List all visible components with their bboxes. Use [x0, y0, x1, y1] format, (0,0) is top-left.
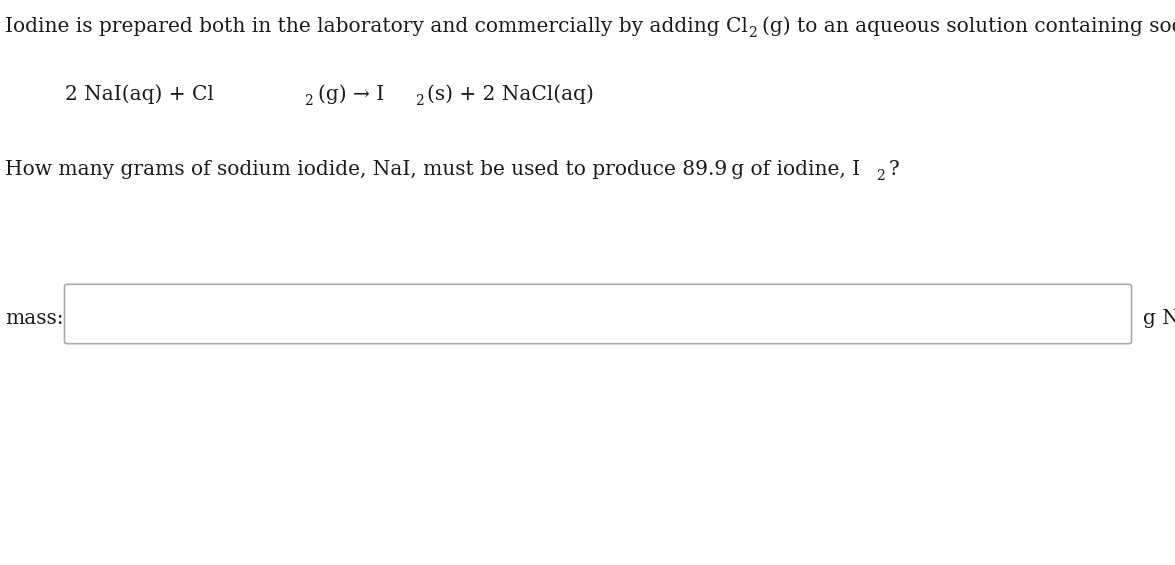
Text: 2: 2 [877, 169, 885, 183]
Text: 2 NaI(aq) + Cl: 2 NaI(aq) + Cl [65, 84, 214, 104]
Text: 2: 2 [304, 94, 313, 108]
FancyBboxPatch shape [65, 284, 1132, 344]
Text: mass:: mass: [5, 308, 63, 328]
Text: How many grams of sodium iodide, NaI, must be used to produce 89.9 g of iodine, : How many grams of sodium iodide, NaI, mu… [5, 160, 860, 179]
Text: ?: ? [889, 160, 900, 179]
Text: (g) → I: (g) → I [318, 84, 384, 104]
Text: 2: 2 [415, 94, 424, 108]
Text: Iodine is prepared both in the laboratory and commercially by adding Cl: Iodine is prepared both in the laborator… [5, 17, 747, 36]
Text: (s) + 2 NaCl(aq): (s) + 2 NaCl(aq) [427, 84, 593, 104]
Text: 2: 2 [748, 26, 757, 40]
Text: (g) to an aqueous solution containing sodium iodide.: (g) to an aqueous solution containing so… [763, 16, 1175, 36]
Text: g NaI: g NaI [1143, 308, 1175, 328]
